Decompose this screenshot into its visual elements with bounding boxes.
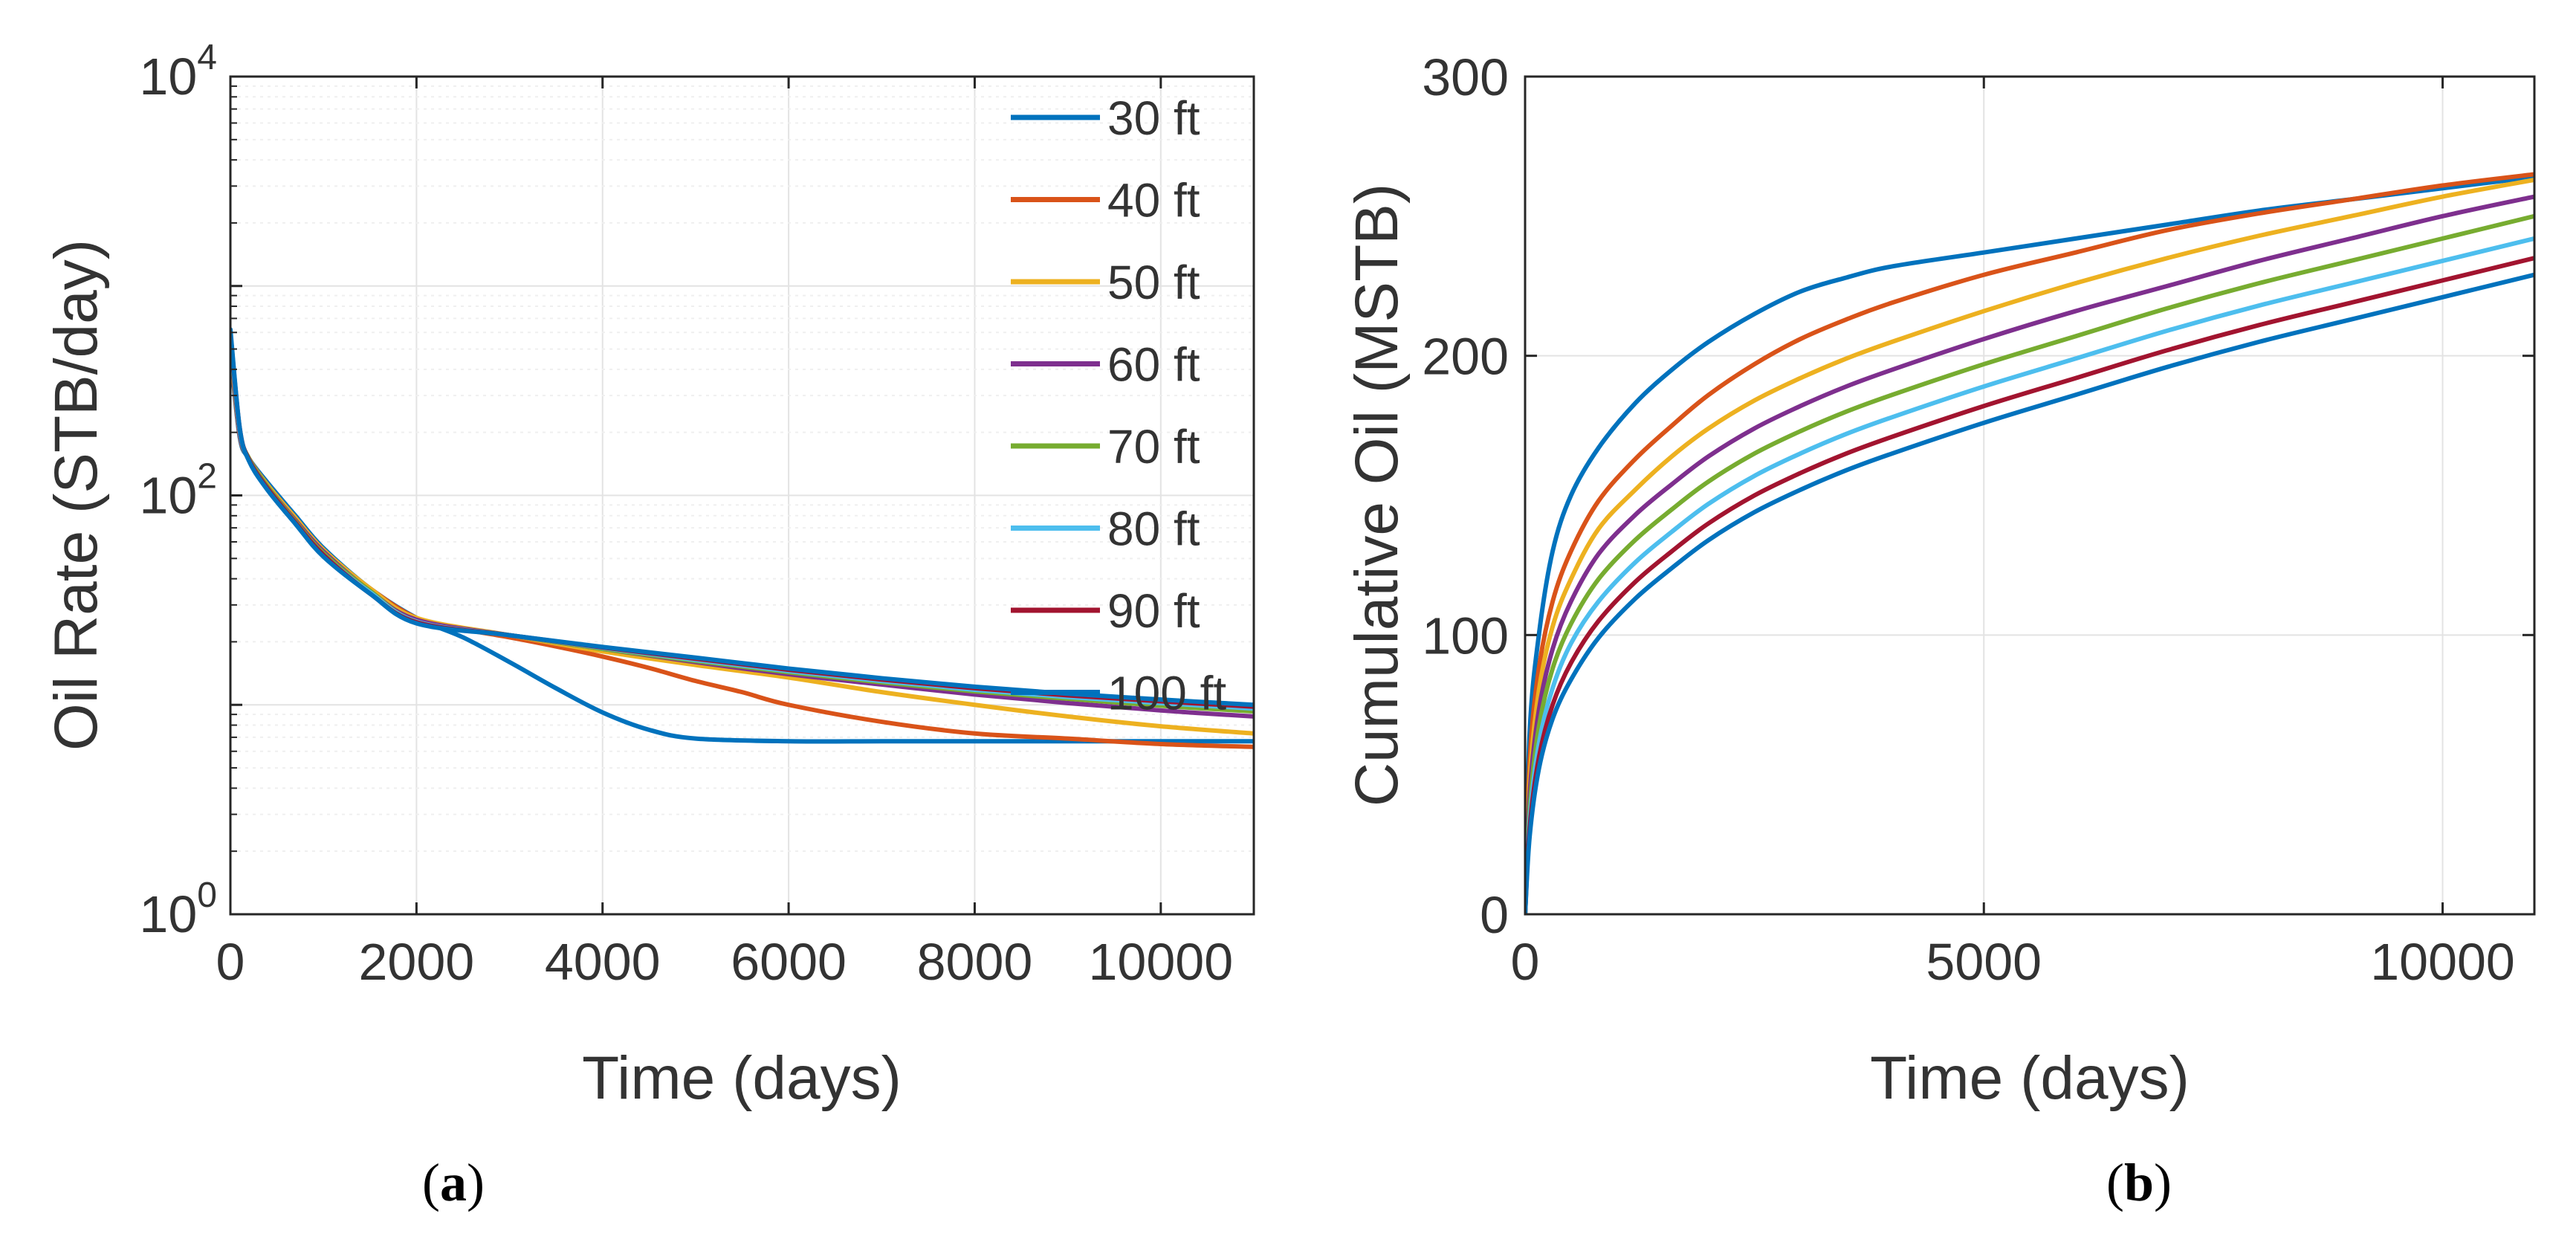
- b-y-tick-label: 0: [1480, 886, 1509, 944]
- b-series-line-100-ft: [1525, 272, 2534, 914]
- legend-item: 70 ft: [1011, 420, 1200, 473]
- b-y-tick-label: 300: [1422, 48, 1509, 106]
- panel-a-x-axis-label: Time (days): [582, 1044, 902, 1112]
- panel-b-y-tick-labels: 0 100 200 300: [1422, 48, 1509, 944]
- b-series-line-70-ft: [1525, 213, 2534, 914]
- legend-label: 80 ft: [1107, 502, 1200, 556]
- legend-label: 30 ft: [1107, 91, 1200, 145]
- panel-a-x-tick-labels: 0 2000 4000 6000 8000 10000: [216, 933, 1234, 991]
- a-y-tick-label: 100: [139, 876, 217, 943]
- panel-b-cumulative-oil-chart: 0 5000 10000 0 100 200 300 Time (days) Cumula…: [1343, 48, 2536, 1212]
- a-x-tick-label: 10000: [1088, 933, 1233, 991]
- panel-b-plot-area: [1525, 77, 2534, 914]
- panel-a-oil-rate-chart: 0 2000 4000 6000 8000 10000 100 102 104 Time (d…: [42, 38, 1255, 1212]
- legend-label: 50 ft: [1107, 256, 1200, 309]
- legend-item: 80 ft: [1011, 502, 1200, 556]
- b-series-line-90-ft: [1525, 256, 2534, 914]
- panel-b-y-axis-label: Cumulative Oil (MSTB): [1343, 184, 1411, 806]
- legend-label: 90 ft: [1107, 584, 1200, 638]
- legend-item: 30 ft: [1011, 91, 1200, 145]
- legend-label: 70 ft: [1107, 420, 1200, 473]
- panel-b-tick-marks: [1524, 75, 2534, 916]
- a-x-tick-label: 6000: [731, 933, 847, 991]
- a-y-tick-label: 104: [139, 38, 217, 106]
- panel-b-x-tick-labels: 0 5000 10000: [1511, 933, 2515, 991]
- legend-item: 60 ft: [1011, 338, 1200, 392]
- a-x-tick-label: 2000: [358, 933, 474, 991]
- panel-a-tick-marks: [229, 75, 1162, 916]
- legend-label: 40 ft: [1107, 174, 1200, 227]
- b-x-tick-label: 0: [1511, 933, 1540, 991]
- panel-a-legend: 30 ft 40 ft 50 ft 60 ft 70 ft 80 ft 90 ft 100 f…: [1011, 91, 1226, 720]
- b-y-tick-label: 200: [1422, 328, 1509, 386]
- panel-a-y-axis-label: Oil Rate (STB/day): [42, 239, 110, 751]
- b-y-tick-label: 100: [1422, 607, 1509, 665]
- legend-item: 100 ft: [1011, 667, 1226, 720]
- panel-b-x-axis-label: Time (days): [1870, 1044, 2190, 1112]
- b-series-line-30-ft: [1525, 175, 2534, 914]
- panel-a-y-tick-labels: 100 102 104: [139, 38, 217, 943]
- panel-b-axes-box: [1524, 75, 2536, 916]
- b-series-line-80-ft: [1525, 236, 2534, 914]
- legend-label: 60 ft: [1107, 338, 1200, 392]
- a-x-tick-label: 4000: [545, 933, 661, 991]
- b-x-tick-label: 10000: [2370, 933, 2515, 991]
- legend-item: 50 ft: [1011, 256, 1200, 309]
- panel-b-sublabel: (b): [2106, 1153, 2172, 1212]
- b-x-tick-label: 5000: [1926, 933, 2042, 991]
- legend-item: 40 ft: [1011, 174, 1200, 227]
- legend-label: 100 ft: [1107, 667, 1226, 720]
- b-series-line-60-ft: [1525, 194, 2534, 914]
- a-x-tick-label: 8000: [917, 933, 1033, 991]
- legend-item: 90 ft: [1011, 584, 1200, 638]
- panel-b-series-lines: [1525, 172, 2534, 914]
- a-y-tick-label: 102: [139, 457, 217, 525]
- panel-a-sublabel: (a): [422, 1153, 485, 1212]
- a-x-tick-label: 0: [216, 933, 245, 991]
- b-series-line-50-ft: [1525, 178, 2534, 914]
- b-series-line-40-ft: [1525, 172, 2534, 914]
